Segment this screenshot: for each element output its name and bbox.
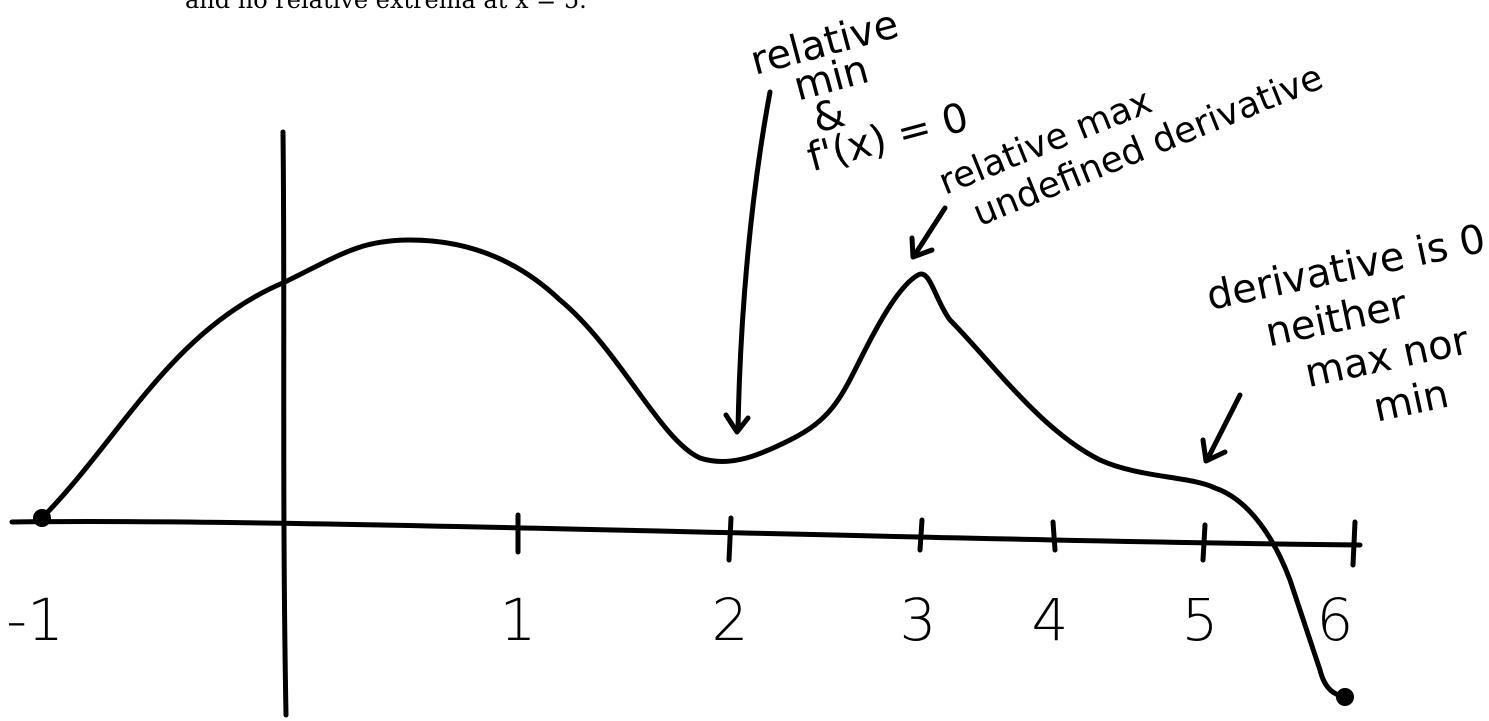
tick-marks (518, 515, 1355, 565)
diagram: and no relative extrema at x = 5. -1 1 2 3 4… (0, 0, 1489, 721)
endpoint (1336, 688, 1354, 706)
page: {"header": {"text": "and no relative ext… (0, 0, 1489, 721)
tick-label: 2 (712, 586, 749, 654)
tick-labels: -1 1 2 3 4 5 6 (6, 586, 1353, 654)
tick-label: -1 (6, 586, 64, 654)
tick-label: 1 (500, 586, 537, 654)
tick-label: 5 (1182, 586, 1219, 654)
function-curve (40, 240, 1345, 697)
tick-label: 6 (1317, 586, 1354, 654)
y-axis (283, 132, 286, 715)
header-text: and no relative extrema at x = 5. (185, 0, 587, 14)
x-axis (12, 522, 1360, 545)
endpoint (33, 509, 51, 527)
tick-label: 4 (1032, 586, 1069, 654)
tick-label: 3 (900, 586, 937, 654)
